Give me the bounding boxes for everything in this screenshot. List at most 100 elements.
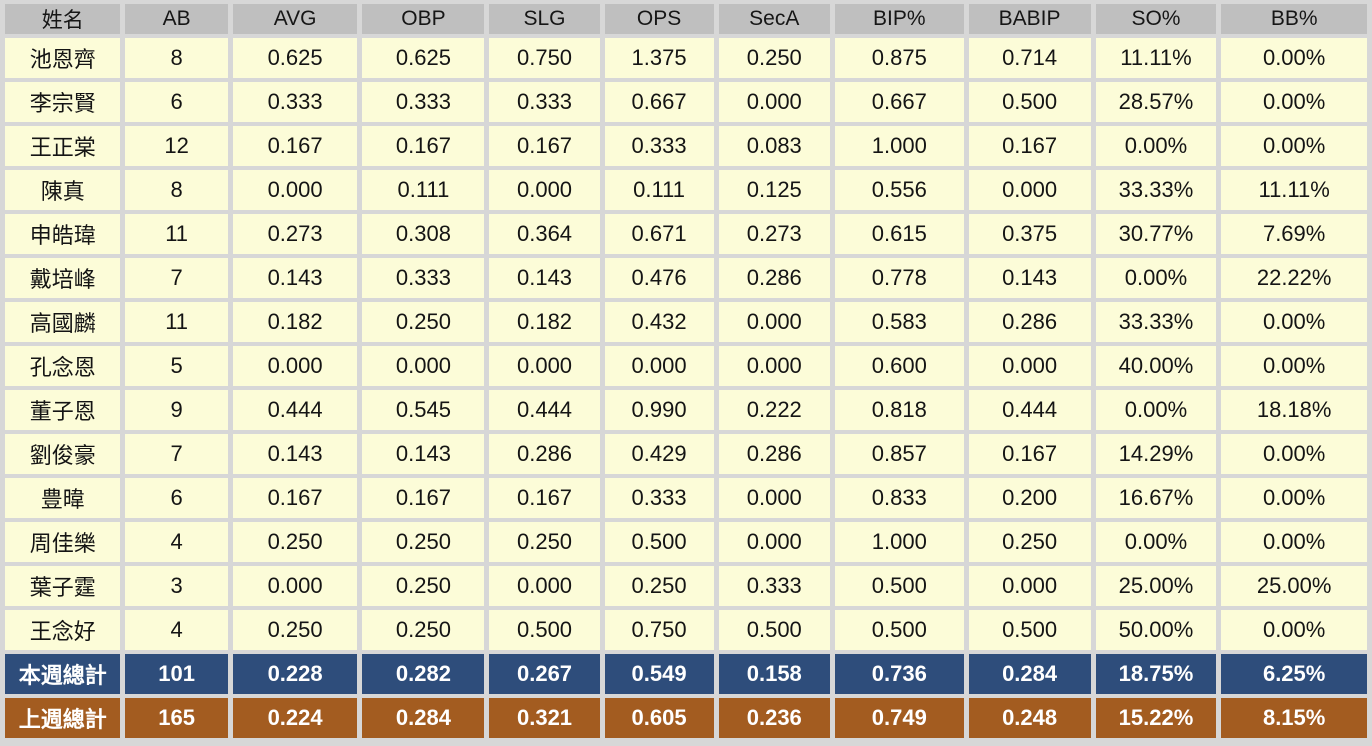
cell-bip: 0.749: [835, 698, 964, 738]
cell-ops: 0.333: [604, 478, 714, 518]
table-row: 王念好 4 0.250 0.250 0.500 0.750 0.500 0.50…: [5, 610, 1367, 650]
cell-slg: 0.364: [489, 214, 600, 254]
cell-so: 15.22%: [1095, 698, 1217, 738]
col-header-ops: OPS: [604, 4, 714, 34]
cell-seca: 0.286: [718, 258, 831, 298]
col-header-ab: AB: [125, 4, 228, 34]
cell-ab: 7: [125, 258, 228, 298]
cell-ab: 7: [125, 434, 228, 474]
cell-slg: 0.000: [489, 346, 600, 386]
cell-ops: 0.476: [604, 258, 714, 298]
table-row: 池恩齊 8 0.625 0.625 0.750 1.375 0.250 0.87…: [5, 38, 1367, 78]
cell-slg: 0.321: [489, 698, 600, 738]
player-name: 周佳樂: [5, 522, 121, 562]
cell-ab: 4: [125, 522, 228, 562]
cell-bip: 0.736: [835, 654, 964, 694]
cell-slg: 0.250: [489, 522, 600, 562]
cell-so: 16.67%: [1095, 478, 1217, 518]
cell-seca: 0.222: [718, 390, 831, 430]
cell-babip: 0.248: [968, 698, 1091, 738]
cell-so: 0.00%: [1095, 390, 1217, 430]
cell-avg: 0.143: [232, 258, 358, 298]
cell-bb: 0.00%: [1221, 610, 1367, 650]
total-label: 本週總計: [5, 654, 121, 694]
cell-babip: 0.000: [968, 346, 1091, 386]
cell-seca: 0.000: [718, 302, 831, 342]
cell-seca: 0.000: [718, 522, 831, 562]
cell-ab: 3: [125, 566, 228, 606]
col-header-slg: SLG: [489, 4, 600, 34]
table-row: 戴培峰 7 0.143 0.333 0.143 0.476 0.286 0.77…: [5, 258, 1367, 298]
cell-bb: 0.00%: [1221, 346, 1367, 386]
cell-ops: 0.605: [604, 698, 714, 738]
player-name: 陳真: [5, 170, 121, 210]
cell-obp: 0.167: [362, 478, 485, 518]
cell-babip: 0.375: [968, 214, 1091, 254]
player-name: 劉俊豪: [5, 434, 121, 474]
table-row: 孔念恩 5 0.000 0.000 0.000 0.000 0.000 0.60…: [5, 346, 1367, 386]
cell-obp: 0.143: [362, 434, 485, 474]
cell-slg: 0.267: [489, 654, 600, 694]
cell-bip: 0.556: [835, 170, 964, 210]
col-header-so: SO%: [1095, 4, 1217, 34]
cell-bip: 1.000: [835, 522, 964, 562]
cell-ops: 0.250: [604, 566, 714, 606]
cell-seca: 0.333: [718, 566, 831, 606]
col-header-babip: BABIP: [968, 4, 1091, 34]
cell-slg: 0.500: [489, 610, 600, 650]
cell-avg: 0.167: [232, 478, 358, 518]
cell-bb: 7.69%: [1221, 214, 1367, 254]
cell-bb: 6.25%: [1221, 654, 1367, 694]
cell-avg: 0.625: [232, 38, 358, 78]
player-name: 董子恩: [5, 390, 121, 430]
cell-ops: 0.111: [604, 170, 714, 210]
cell-ab: 11: [125, 302, 228, 342]
table-row: 周佳樂 4 0.250 0.250 0.250 0.500 0.000 1.00…: [5, 522, 1367, 562]
cell-so: 11.11%: [1095, 38, 1217, 78]
cell-ops: 0.671: [604, 214, 714, 254]
cell-bb: 22.22%: [1221, 258, 1367, 298]
cell-seca: 0.158: [718, 654, 831, 694]
cell-so: 33.33%: [1095, 302, 1217, 342]
cell-so: 0.00%: [1095, 126, 1217, 166]
cell-slg: 0.333: [489, 82, 600, 122]
cell-ab: 8: [125, 170, 228, 210]
cell-bb: 0.00%: [1221, 126, 1367, 166]
cell-avg: 0.228: [232, 654, 358, 694]
cell-bb: 0.00%: [1221, 302, 1367, 342]
table-row: 高國麟 11 0.182 0.250 0.182 0.432 0.000 0.5…: [5, 302, 1367, 342]
table-row: 申皓瑋 11 0.273 0.308 0.364 0.671 0.273 0.6…: [5, 214, 1367, 254]
cell-so: 28.57%: [1095, 82, 1217, 122]
player-name: 豊暐: [5, 478, 121, 518]
cell-avg: 0.224: [232, 698, 358, 738]
table-row: 豊暐 6 0.167 0.167 0.167 0.333 0.000 0.833…: [5, 478, 1367, 518]
cell-bb: 8.15%: [1221, 698, 1367, 738]
col-header-obp: OBP: [362, 4, 485, 34]
cell-bip: 0.615: [835, 214, 964, 254]
table-row: 陳真 8 0.000 0.111 0.000 0.111 0.125 0.556…: [5, 170, 1367, 210]
cell-so: 50.00%: [1095, 610, 1217, 650]
cell-bip: 0.500: [835, 610, 964, 650]
cell-ab: 5: [125, 346, 228, 386]
table-row: 葉子霆 3 0.000 0.250 0.000 0.250 0.333 0.50…: [5, 566, 1367, 606]
player-name: 池恩齊: [5, 38, 121, 78]
player-name: 戴培峰: [5, 258, 121, 298]
player-name: 申皓瑋: [5, 214, 121, 254]
cell-slg: 0.750: [489, 38, 600, 78]
cell-seca: 0.250: [718, 38, 831, 78]
cell-babip: 0.286: [968, 302, 1091, 342]
player-name: 王正棠: [5, 126, 121, 166]
cell-avg: 0.250: [232, 610, 358, 650]
cell-avg: 0.000: [232, 566, 358, 606]
last-week-total-row: 上週總計 165 0.224 0.284 0.321 0.605 0.236 0…: [5, 698, 1367, 738]
cell-so: 40.00%: [1095, 346, 1217, 386]
cell-avg: 0.273: [232, 214, 358, 254]
cell-avg: 0.000: [232, 170, 358, 210]
cell-seca: 0.125: [718, 170, 831, 210]
cell-slg: 0.000: [489, 170, 600, 210]
cell-babip: 0.250: [968, 522, 1091, 562]
cell-babip: 0.167: [968, 434, 1091, 474]
cell-obp: 0.167: [362, 126, 485, 166]
cell-ab: 101: [125, 654, 228, 694]
cell-ops: 0.429: [604, 434, 714, 474]
